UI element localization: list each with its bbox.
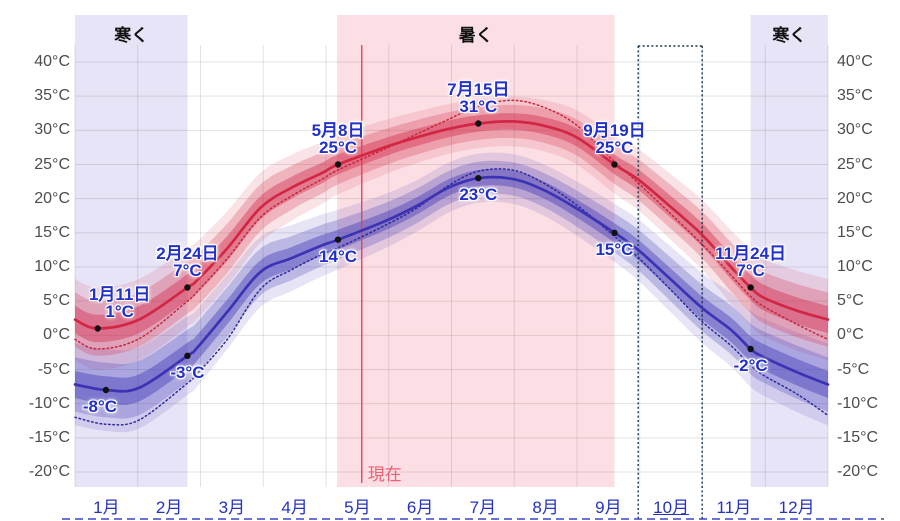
- annotation-high-temp: 25°C: [595, 137, 634, 157]
- y-axis-tick-left: 20°C: [34, 189, 70, 207]
- month-label-3[interactable]: 3月: [218, 498, 246, 517]
- month-label-5[interactable]: 5月: [344, 498, 371, 517]
- current-date-label: 現在: [367, 465, 402, 484]
- data-point: [94, 325, 101, 332]
- annotation-date: 11月24日: [715, 243, 787, 263]
- y-axis-tick-right: 35°C: [837, 87, 873, 105]
- data-point: [475, 120, 482, 127]
- curve-low_dotted: [74, 168, 829, 426]
- annotation-low-temp: 14°C: [319, 246, 358, 266]
- annotation-high-temp: 31°C: [459, 96, 498, 116]
- month-label-4[interactable]: 4月: [281, 498, 308, 517]
- month-label-8[interactable]: 8月: [532, 498, 559, 517]
- y-axis-tick-right: 15°C: [837, 223, 873, 241]
- annotation-date: 1月11日: [88, 284, 151, 304]
- y-axis-tick-left: 25°C: [34, 155, 70, 173]
- data-point: [102, 386, 110, 394]
- annotation-date: 5月8日: [311, 120, 365, 140]
- data-point: [611, 229, 618, 237]
- y-axis-tick-left: 35°C: [34, 87, 70, 105]
- annotation-low-temp: -3°C: [170, 362, 205, 382]
- season-band-cold: [75, 15, 188, 487]
- curve-high_solid: [73, 120, 830, 330]
- annotation-date: 7月15日: [447, 79, 510, 99]
- month-label-6[interactable]: 6月: [406, 498, 434, 517]
- annotation-high-temp: 1°C: [105, 301, 134, 321]
- annotation-high-temp: 25°C: [319, 137, 358, 157]
- low-band-outer: [75, 152, 828, 433]
- annotation-low-temp: -2°C: [733, 356, 768, 375]
- curve-high_dotted: [74, 99, 829, 350]
- annotation-high-temp: 7°C: [736, 260, 765, 280]
- high-band-inner: [75, 113, 828, 343]
- y-axis-tick-left: 0°C: [43, 326, 70, 344]
- annotation-low-temp: -8°C: [82, 397, 118, 416]
- annotation-high-temp: 7°C: [173, 260, 202, 280]
- high-band-mid: [75, 104, 828, 356]
- y-axis-tick-right: -20°C: [837, 463, 879, 480]
- annotation-low-temp: 15°C: [595, 239, 634, 259]
- y-axis-tick-right: 25°C: [837, 155, 873, 173]
- high-band-outer: [75, 96, 828, 370]
- y-axis-tick-left: -5°C: [37, 360, 70, 378]
- month-label-11[interactable]: 11月: [716, 498, 752, 517]
- annotation-low-temp: 23°C: [459, 185, 498, 205]
- season-band-hot: [337, 15, 615, 487]
- y-axis-tick-left: 40°C: [34, 53, 70, 70]
- y-axis-tick-left: -15°C: [28, 428, 70, 446]
- y-axis-tick-right: 0°C: [837, 326, 864, 344]
- month-label-12[interactable]: 12月: [778, 498, 815, 517]
- season-label-cold-right: 寒く: [772, 26, 807, 45]
- y-axis-tick-left: 15°C: [34, 223, 70, 241]
- curve-low_solid: [73, 175, 830, 393]
- y-axis-tick-left: 30°C: [34, 121, 70, 139]
- month-label-9[interactable]: 9月: [595, 498, 622, 517]
- data-point: [475, 174, 482, 182]
- y-axis-tick-right: -10°C: [837, 394, 879, 412]
- low-band-mid: [75, 160, 828, 419]
- y-axis-tick-left: -10°C: [28, 394, 70, 412]
- data-point: [334, 161, 342, 168]
- y-axis-tick-right: 10°C: [837, 258, 873, 275]
- y-axis-tick-right: -5°C: [837, 360, 870, 378]
- y-axis-tick-left: 5°C: [43, 292, 70, 310]
- data-point: [611, 161, 618, 168]
- data-point: [747, 284, 754, 291]
- y-axis-tick-right: 30°C: [837, 121, 873, 139]
- y-axis-tick-left: 10°C: [34, 258, 70, 275]
- month-label-7[interactable]: 7月: [469, 498, 497, 517]
- y-axis-tick-right: 40°C: [837, 53, 873, 70]
- month-label-1[interactable]: 1月: [93, 498, 120, 517]
- season-band-cold: [750, 15, 828, 487]
- annotation-date: 9月19日: [583, 120, 646, 140]
- season-label-hot: 暑く: [458, 26, 493, 45]
- annotation-date: 2月24日: [156, 243, 219, 263]
- season-label-cold-left: 寒く: [114, 26, 149, 45]
- data-point: [184, 352, 191, 360]
- data-point: [184, 284, 191, 291]
- y-axis-tick-right: 20°C: [837, 189, 873, 207]
- y-axis-tick-left: -20°C: [28, 463, 70, 480]
- y-axis-tick-right: -15°C: [837, 428, 879, 446]
- y-axis-tick-right: 5°C: [837, 292, 864, 310]
- month-label-10[interactable]: 10月: [653, 498, 690, 517]
- data-point: [334, 236, 342, 243]
- data-point: [747, 345, 754, 353]
- month-label-2[interactable]: 2月: [155, 498, 183, 517]
